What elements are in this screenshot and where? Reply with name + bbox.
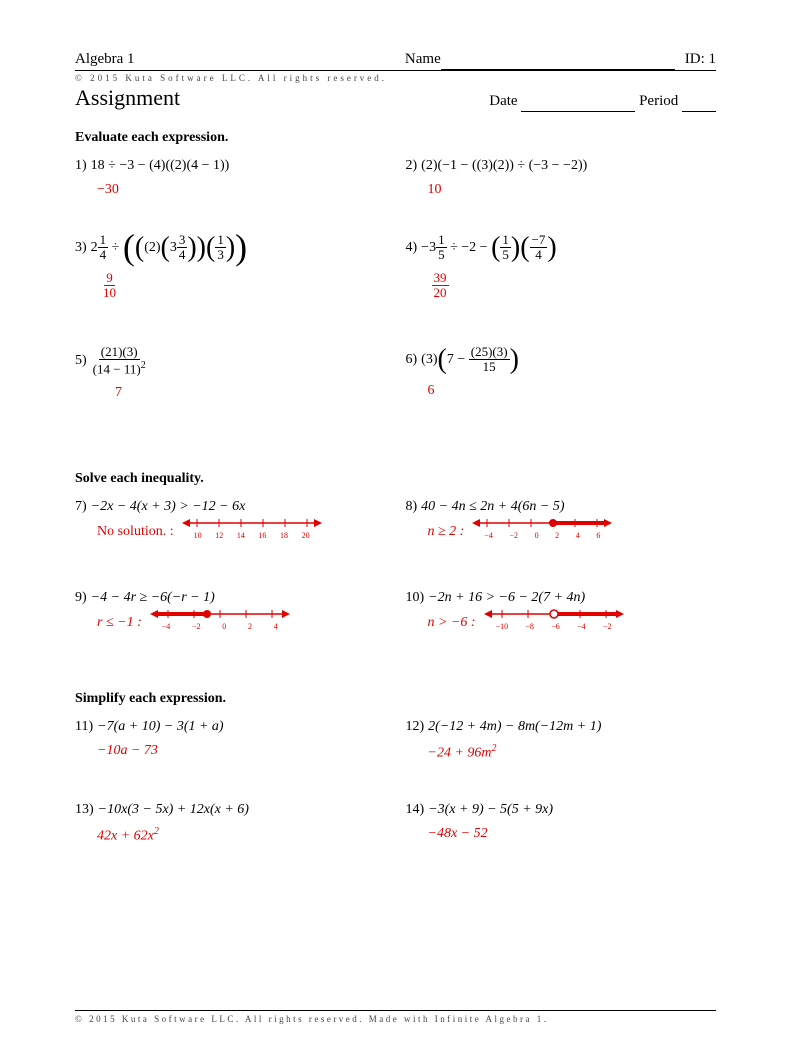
problem-expression: −2n + 16 > −6 − 2(7 + 4n) <box>428 590 585 606</box>
problem-answer: −24 + 96m2 <box>428 743 717 762</box>
problem-number: 5) <box>75 353 87 369</box>
problem-answer: No solution. : <box>97 524 174 540</box>
problem-12: 12) 2(−12 + 4m) − 8m(−12m + 1) −24 + 96m… <box>406 719 717 762</box>
problem-expression: −3(x + 9) − 5(5 + 9x) <box>428 802 553 818</box>
section-1-title: Evaluate each expression. <box>75 130 716 146</box>
problem-number: 9) <box>75 590 87 606</box>
name-input[interactable] <box>441 50 675 70</box>
copyright-top: © 2015 Kuta Software LLC. All rights res… <box>75 73 716 83</box>
problem-answer: r ≤ −1 : <box>97 615 142 631</box>
problem-answer: −30 <box>97 182 386 198</box>
date-label: Date <box>489 93 517 109</box>
problem-expression: −2x − 4(x + 3) > −12 − 6x <box>91 499 246 515</box>
problem-answer: 910 <box>101 271 386 301</box>
problem-14: 14) −3(x + 9) − 5(5 + 9x) −48x − 52 <box>406 802 717 845</box>
period-label: Period <box>639 93 678 109</box>
problem-answer: n ≥ 2 : <box>428 524 465 540</box>
problems-section-1: 1) 18 ÷ −3 − (4)((2)(4 − 1)) −30 2) (2)(… <box>75 158 716 436</box>
header-top: Algebra 1 Name ID: 1 <box>75 50 716 71</box>
number-line: −4−2024 <box>150 606 290 631</box>
section-2-title: Solve each inequality. <box>75 471 716 487</box>
problem-expression: 40 − 4n ≤ 2n + 4(6n − 5) <box>421 499 564 515</box>
problem-expression: (21)(3)(14 − 11)2 <box>91 345 148 377</box>
problem-expression: 214 ÷ (((2)(334))(13)) <box>91 233 247 263</box>
problems-section-2: 7) −2x − 4(x + 3) > −12 − 6x No solution… <box>75 499 716 666</box>
problem-expression: −7(a + 10) − 3(1 + a) <box>97 719 223 735</box>
problem-answer: −10a − 73 <box>97 743 386 759</box>
problem-number: 8) <box>406 499 418 515</box>
problem-3: 3) 214 ÷ (((2)(334))(13)) 910 <box>75 233 386 300</box>
problem-expression: −315 ÷ −2 − (15)(−74) <box>421 233 557 263</box>
problem-10: 10) −2n + 16 > −6 − 2(7 + 4n) n > −6 : −… <box>406 590 717 631</box>
problem-1: 1) 18 ÷ −3 − (4)((2)(4 − 1)) −30 <box>75 158 386 198</box>
problem-answer: −48x − 52 <box>428 826 717 842</box>
problem-expression: −4 − 4r ≥ −6(−r − 1) <box>91 590 215 606</box>
problem-expression: −10x(3 − 5x) + 12x(x + 6) <box>98 802 249 818</box>
problem-number: 13) <box>75 802 94 818</box>
problem-answer: 7 <box>115 385 386 401</box>
worksheet-page: Algebra 1 Name ID: 1 © 2015 Kuta Softwar… <box>0 0 791 1044</box>
problem-13: 13) −10x(3 − 5x) + 12x(x + 6) 42x + 62x2 <box>75 802 386 845</box>
problem-expression: 2(−12 + 4m) − 8m(−12m + 1) <box>428 719 601 735</box>
problem-5: 5) (21)(3)(14 − 11)2 7 <box>75 345 386 401</box>
problem-number: 7) <box>75 499 87 515</box>
subject-label: Algebra 1 <box>75 51 135 68</box>
problem-6: 6) (3)(7 − (25)(3)15) 6 <box>406 345 717 401</box>
problem-2: 2) (2)(−1 − ((3)(2)) ÷ (−3 − −2)) 10 <box>406 158 717 198</box>
problem-number: 10) <box>406 590 425 606</box>
problem-number: 2) <box>406 158 418 174</box>
problem-9: 9) −4 − 4r ≥ −6(−r − 1) r ≤ −1 : −4−2024 <box>75 590 386 631</box>
number-line: 101214161820 <box>182 515 322 540</box>
problem-number: 6) <box>406 352 418 368</box>
problem-answer: 3920 <box>432 271 717 301</box>
page-title: Assignment <box>75 85 180 111</box>
problem-answer: n > −6 : <box>428 615 476 631</box>
problem-7: 7) −2x − 4(x + 3) > −12 − 6x No solution… <box>75 499 386 540</box>
problem-4: 4) −315 ÷ −2 − (15)(−74) 3920 <box>406 233 717 300</box>
problem-expression: 18 ÷ −3 − (4)((2)(4 − 1)) <box>91 158 230 174</box>
problem-expression: (3)(7 − (25)(3)15) <box>421 345 519 375</box>
problem-answer: 10 <box>428 182 717 198</box>
problem-expression: (2)(−1 − ((3)(2)) ÷ (−3 − −2)) <box>421 158 587 174</box>
problem-number: 4) <box>406 240 418 256</box>
section-3-title: Simplify each expression. <box>75 691 716 707</box>
problems-section-3: 11) −7(a + 10) − 3(1 + a) −10a − 73 12) … <box>75 719 716 879</box>
name-label: Name <box>405 51 441 68</box>
problem-answer: 6 <box>428 383 717 399</box>
problem-number: 3) <box>75 240 87 256</box>
problem-11: 11) −7(a + 10) − 3(1 + a) −10a − 73 <box>75 719 386 762</box>
problem-number: 1) <box>75 158 87 174</box>
problem-8: 8) 40 − 4n ≤ 2n + 4(6n − 5) n ≥ 2 : −4−2… <box>406 499 717 540</box>
problem-number: 11) <box>75 719 93 735</box>
number-line: −10−8−6−4−2 <box>484 606 624 631</box>
date-input[interactable] <box>521 92 635 112</box>
number-line: −4−20246 <box>472 515 612 540</box>
problem-number: 14) <box>406 802 425 818</box>
title-row: Assignment Date Period <box>75 85 716 112</box>
footer-text: © 2015 Kuta Software LLC. All rights res… <box>75 1014 549 1024</box>
period-input[interactable] <box>682 92 716 112</box>
footer: © 2015 Kuta Software LLC. All rights res… <box>75 1010 716 1024</box>
problem-number: 12) <box>406 719 425 735</box>
problem-answer: 42x + 62x2 <box>97 826 386 845</box>
id-label: ID: 1 <box>685 51 716 68</box>
